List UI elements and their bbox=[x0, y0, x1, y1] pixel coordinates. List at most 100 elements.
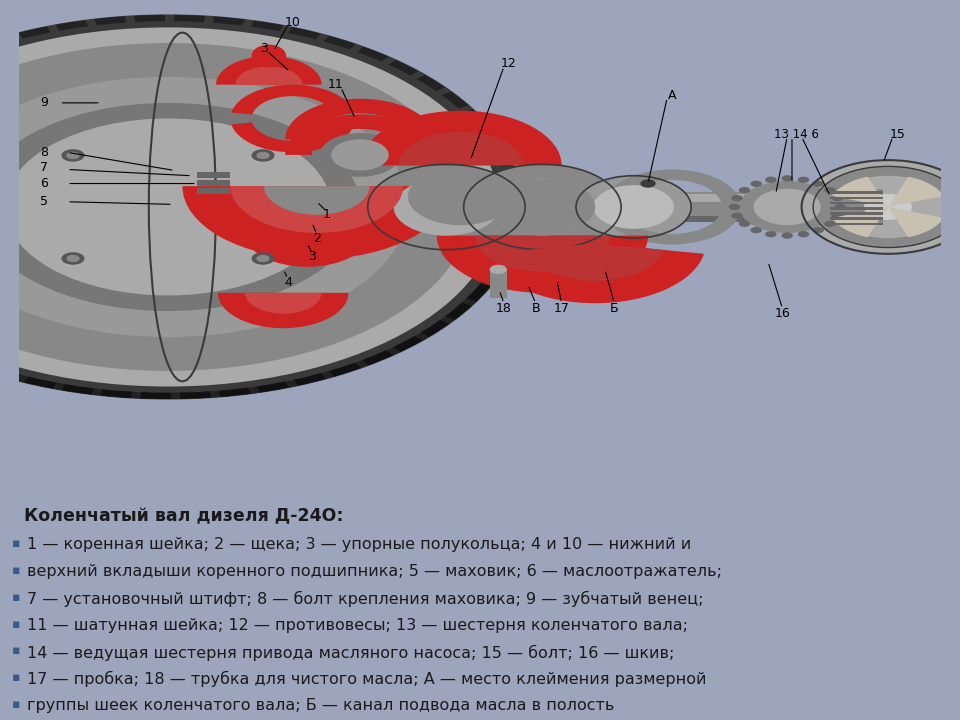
Wedge shape bbox=[406, 329, 435, 345]
Wedge shape bbox=[496, 244, 516, 261]
Wedge shape bbox=[168, 158, 518, 223]
Wedge shape bbox=[362, 351, 394, 365]
Ellipse shape bbox=[751, 181, 762, 187]
Ellipse shape bbox=[252, 45, 286, 68]
Wedge shape bbox=[832, 176, 888, 207]
Wedge shape bbox=[487, 243, 704, 303]
Wedge shape bbox=[376, 344, 407, 359]
Wedge shape bbox=[264, 186, 370, 215]
Text: 1: 1 bbox=[323, 208, 330, 221]
Text: 7: 7 bbox=[40, 161, 48, 174]
Ellipse shape bbox=[252, 149, 275, 162]
Wedge shape bbox=[455, 294, 481, 312]
Bar bbox=[830, 207, 883, 210]
Ellipse shape bbox=[256, 152, 270, 159]
Ellipse shape bbox=[831, 212, 843, 219]
Ellipse shape bbox=[490, 179, 595, 235]
Wedge shape bbox=[213, 17, 245, 26]
Bar bbox=[830, 202, 883, 204]
Text: 5: 5 bbox=[40, 195, 48, 208]
Wedge shape bbox=[345, 357, 376, 372]
Wedge shape bbox=[388, 60, 419, 76]
Ellipse shape bbox=[834, 204, 846, 210]
Wedge shape bbox=[0, 14, 523, 400]
Bar bbox=[830, 189, 883, 225]
Wedge shape bbox=[158, 392, 190, 399]
Wedge shape bbox=[603, 169, 741, 244]
Wedge shape bbox=[445, 302, 471, 320]
Wedge shape bbox=[474, 275, 497, 292]
Wedge shape bbox=[484, 264, 505, 282]
Ellipse shape bbox=[5, 119, 331, 295]
Text: 8: 8 bbox=[40, 146, 48, 159]
Ellipse shape bbox=[320, 133, 400, 177]
Wedge shape bbox=[231, 122, 354, 153]
Wedge shape bbox=[442, 91, 468, 109]
Wedge shape bbox=[24, 377, 57, 389]
Wedge shape bbox=[360, 111, 562, 166]
Text: 16: 16 bbox=[775, 307, 790, 320]
Ellipse shape bbox=[765, 231, 777, 238]
Text: 9: 9 bbox=[40, 96, 48, 109]
Ellipse shape bbox=[739, 181, 835, 233]
Text: 12: 12 bbox=[501, 58, 516, 71]
Wedge shape bbox=[119, 391, 150, 399]
Ellipse shape bbox=[739, 220, 751, 227]
Wedge shape bbox=[393, 336, 422, 352]
Wedge shape bbox=[231, 85, 354, 114]
Wedge shape bbox=[134, 15, 165, 22]
Wedge shape bbox=[888, 207, 944, 238]
Wedge shape bbox=[0, 361, 2, 375]
Ellipse shape bbox=[739, 187, 751, 193]
Text: ▪: ▪ bbox=[12, 698, 20, 711]
Text: Коленчатый вал дизеля Д-24О:: Коленчатый вал дизеля Д-24О: bbox=[24, 507, 344, 525]
Wedge shape bbox=[494, 149, 514, 167]
Ellipse shape bbox=[252, 252, 275, 265]
Text: ▪: ▪ bbox=[12, 564, 20, 577]
Ellipse shape bbox=[812, 227, 824, 233]
Bar bbox=[830, 217, 883, 220]
Wedge shape bbox=[357, 47, 389, 61]
Wedge shape bbox=[285, 99, 435, 139]
Wedge shape bbox=[475, 235, 610, 272]
Wedge shape bbox=[101, 390, 132, 398]
Wedge shape bbox=[182, 186, 451, 259]
Ellipse shape bbox=[576, 176, 691, 238]
Wedge shape bbox=[256, 382, 289, 392]
Ellipse shape bbox=[824, 220, 835, 227]
Text: 17: 17 bbox=[554, 302, 569, 315]
Text: ▪: ▪ bbox=[12, 671, 20, 684]
Wedge shape bbox=[324, 36, 356, 50]
Text: 3: 3 bbox=[308, 250, 316, 263]
Wedge shape bbox=[832, 207, 888, 238]
Text: 4: 4 bbox=[284, 276, 292, 289]
Ellipse shape bbox=[593, 185, 674, 229]
Ellipse shape bbox=[751, 227, 762, 233]
Text: 13 14 6: 13 14 6 bbox=[775, 127, 819, 140]
Text: 3: 3 bbox=[260, 42, 268, 55]
Text: 14 — ведущая шестерня привода масляного насоса; 15 — болт; 16 — шкив;: 14 — ведущая шестерня привода масляного … bbox=[27, 644, 674, 661]
Text: 10: 10 bbox=[285, 16, 300, 29]
Wedge shape bbox=[235, 66, 302, 85]
Wedge shape bbox=[420, 320, 449, 337]
Text: 6: 6 bbox=[40, 177, 48, 190]
Wedge shape bbox=[274, 378, 306, 390]
Wedge shape bbox=[0, 158, 168, 256]
Ellipse shape bbox=[640, 179, 656, 188]
Ellipse shape bbox=[0, 77, 408, 337]
Ellipse shape bbox=[732, 212, 743, 219]
Text: 11 — шатунная шейка; 12 — противовесы; 13 — шестерня коленчатого вала;: 11 — шатунная шейка; 12 — противовесы; 1… bbox=[27, 618, 688, 633]
Ellipse shape bbox=[61, 149, 84, 162]
Ellipse shape bbox=[781, 233, 793, 239]
Wedge shape bbox=[0, 222, 521, 399]
Text: ▪: ▪ bbox=[12, 591, 20, 604]
Bar bbox=[830, 192, 883, 194]
Wedge shape bbox=[18, 27, 51, 39]
Text: ▪: ▪ bbox=[12, 618, 20, 631]
Text: Б: Б bbox=[611, 302, 618, 315]
Wedge shape bbox=[527, 243, 663, 281]
Wedge shape bbox=[198, 390, 229, 398]
Ellipse shape bbox=[66, 255, 80, 262]
Wedge shape bbox=[481, 129, 503, 146]
Wedge shape bbox=[294, 373, 326, 386]
